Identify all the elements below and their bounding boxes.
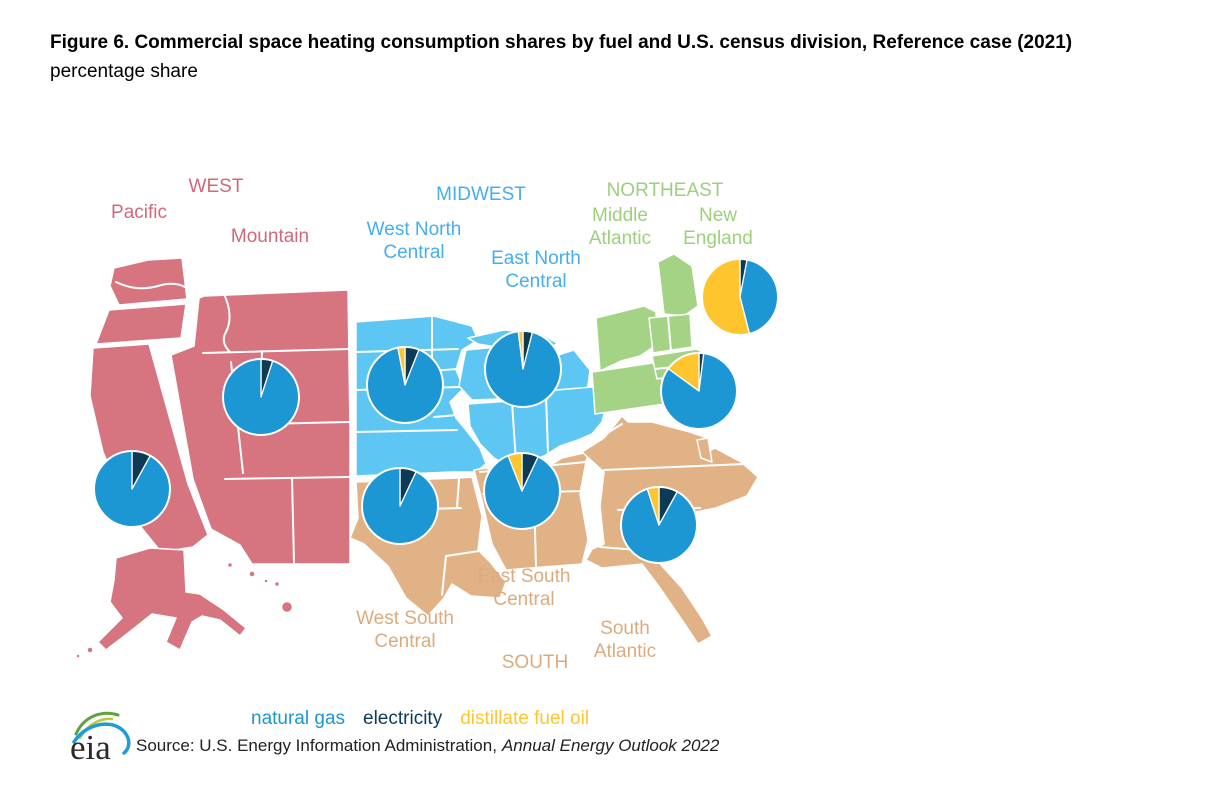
source-text: Source: U.S. Energy Information Administ… [136, 736, 497, 755]
label-division-south-atlantic: South Atlantic [593, 618, 657, 662]
label-division-new-england: New England [683, 205, 753, 249]
label-region-northeast: NORTHEAST [606, 180, 724, 201]
pie-outline [222, 358, 300, 436]
state-maine [657, 253, 699, 317]
source-publication: Annual Energy Outlook 2022 [501, 736, 720, 755]
label-division-pacific: Pacific [111, 202, 167, 223]
pie-outline [701, 258, 779, 336]
pie-outline [483, 452, 561, 530]
pie-outline [93, 450, 171, 528]
pie-outline [484, 330, 562, 408]
pie-new-england [701, 258, 779, 336]
pie-mountain [222, 358, 300, 436]
label-region-midwest: MIDWEST [436, 184, 526, 205]
state-hawaii [226, 561, 294, 614]
pie-outline [361, 467, 439, 545]
pie-pacific [93, 450, 171, 528]
pie-west-north-central [366, 346, 444, 424]
state-washington [109, 257, 188, 306]
pie-east-north-central [484, 330, 562, 408]
eia-logo-text: eia [70, 728, 111, 767]
state-new-york [595, 305, 659, 372]
label-division-middle-atlantic: Middle Atlantic [588, 205, 652, 249]
eia-logo-swoosh [72, 711, 131, 755]
pie-outline [620, 486, 698, 564]
alaska-aleutian-island [86, 646, 94, 654]
state-pennsylvania [591, 361, 666, 415]
pie-outline [660, 352, 738, 430]
label-division-mountain: Mountain [230, 226, 310, 247]
pie-middle-atlantic [660, 352, 738, 430]
label-division-east-south-central: East South Central [477, 566, 571, 610]
legend-distillate-fuel-oil: distillate fuel oil [460, 708, 590, 729]
label-division-west-south-central: West South Central [356, 608, 454, 652]
label-region-west: WEST [188, 176, 244, 197]
pie-west-south-central [361, 467, 439, 545]
state-oregon [95, 303, 187, 345]
label-division-east-north-central: East North Central [491, 248, 581, 292]
label-division-west-north-central: West North Central [366, 219, 462, 263]
division-pie-charts [93, 258, 779, 564]
legend-electricity: electricity [363, 708, 443, 729]
pie-east-south-central [483, 452, 561, 530]
division-pacific [75, 257, 294, 659]
pie-south-atlantic [620, 486, 698, 564]
pie-outline [366, 346, 444, 424]
state-alaska [97, 547, 247, 651]
delmarva-peninsula [696, 437, 713, 463]
figure-subtitle: percentage share [50, 61, 198, 82]
legend-natural-gas: natural gas [251, 708, 346, 729]
fuel-legend: natural gas electricity distillate fuel … [251, 708, 589, 730]
alaska-aleutian-island [75, 653, 81, 659]
source-line: Source: U.S. Energy Information Administ… [136, 736, 719, 756]
eia-logo: eia [68, 708, 134, 768]
figure-title: Figure 6. Commercial space heating consu… [50, 32, 1073, 53]
label-region-south: SOUTH [501, 652, 569, 673]
